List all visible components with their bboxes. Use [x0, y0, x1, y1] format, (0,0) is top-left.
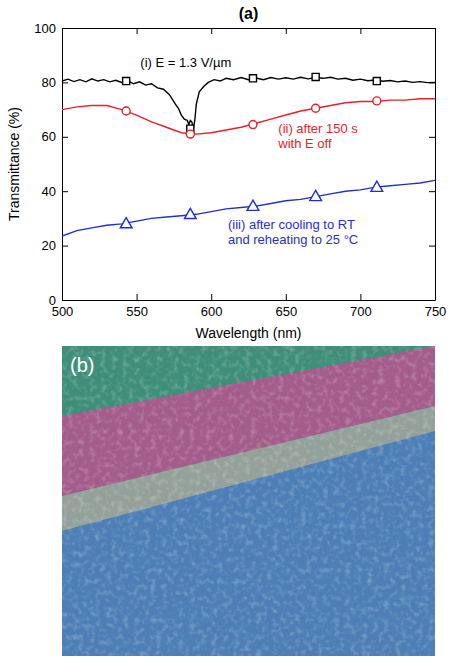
axis-line	[62, 29, 63, 301]
tick-label: 80	[42, 75, 56, 90]
tick-mark	[429, 191, 435, 192]
tick-mark	[62, 191, 68, 192]
tick: 60	[42, 129, 68, 144]
marker	[186, 130, 194, 138]
tick-label: 650	[275, 304, 297, 319]
tick-label: 0	[49, 293, 56, 308]
tick-mark	[62, 246, 68, 247]
marker	[184, 208, 196, 218]
tick-mark	[429, 300, 435, 301]
image-panel: (b)	[62, 346, 435, 656]
series-label: and reheating to 25 °C	[228, 232, 358, 247]
axis-line	[63, 300, 436, 301]
x-axis-top	[63, 28, 436, 34]
tick-mark	[62, 82, 68, 83]
tick	[211, 28, 212, 34]
marker	[373, 97, 381, 105]
tick	[360, 28, 361, 34]
tick-mark	[360, 28, 361, 34]
tick: 550	[126, 294, 148, 319]
series-label: (i) E = 1.3 V/µm	[140, 55, 231, 70]
tick-label: 550	[126, 304, 148, 319]
tick-mark	[137, 28, 138, 34]
tick	[429, 191, 435, 192]
tick	[286, 28, 287, 34]
tick-label: 600	[201, 304, 223, 319]
marker	[312, 73, 319, 80]
axis-line	[435, 29, 436, 301]
series-line	[62, 77, 435, 128]
image-texture	[62, 346, 435, 656]
tick-mark	[62, 137, 68, 138]
tick-mark	[137, 294, 138, 300]
marker	[122, 107, 130, 115]
tick: 0	[49, 293, 68, 308]
marker	[310, 190, 322, 200]
tick: 700	[350, 294, 372, 319]
marker	[247, 200, 259, 210]
axis-line	[63, 28, 436, 29]
y-axis-right	[429, 29, 436, 301]
tick-mark	[62, 300, 68, 301]
tick-mark	[211, 28, 212, 34]
tick	[429, 137, 435, 138]
marker	[120, 218, 132, 228]
y-axis: 0 20 40 60 80 100	[34, 21, 68, 308]
tick-label: 750	[425, 304, 447, 319]
tick: 40	[42, 184, 68, 199]
tick: 20	[42, 238, 68, 253]
x-axis: 500550600650700750	[52, 294, 447, 319]
series-label: (iii) after cooling to RT	[228, 217, 355, 232]
marker	[249, 121, 257, 129]
marker	[312, 104, 320, 112]
tick-label: 20	[42, 238, 56, 253]
tick-mark	[360, 294, 361, 300]
figure: (a)500550600650700750020406080100Wavelen…	[0, 0, 449, 660]
tick-mark	[286, 294, 287, 300]
tick-label: 40	[42, 184, 56, 199]
annotations: (i) E = 1.3 V/µm (ii) after 150 swith E o…	[140, 55, 358, 247]
tick-label: 700	[350, 304, 372, 319]
series-label: (ii) after 150 s	[278, 121, 358, 136]
marker	[371, 181, 383, 191]
tick: 650	[275, 294, 297, 319]
series-line	[62, 180, 435, 236]
tick-mark	[429, 28, 435, 29]
tick: 600	[201, 294, 223, 319]
tick-mark	[429, 246, 435, 247]
tick-mark	[429, 137, 435, 138]
panel-label: (b)	[70, 354, 94, 376]
tick-label: 60	[42, 129, 56, 144]
tick: 80	[42, 75, 68, 90]
tick	[429, 300, 435, 301]
x-axis-title: Wavelength (nm)	[195, 325, 301, 341]
image-background	[62, 346, 435, 656]
plot-area	[62, 73, 435, 236]
marker	[373, 78, 380, 85]
tick-mark	[211, 294, 212, 300]
tick	[137, 28, 138, 34]
marker	[123, 78, 130, 85]
series-label: with E off	[277, 136, 332, 151]
tick-mark	[62, 28, 68, 29]
tick-mark	[286, 28, 287, 34]
tick	[429, 246, 435, 247]
tick	[429, 28, 435, 29]
chart-title: (a)	[239, 5, 259, 22]
marker	[249, 75, 256, 82]
tick-label: 100	[34, 21, 56, 36]
tick: 100	[34, 21, 68, 36]
y-axis-title: Transmittance (%)	[6, 107, 22, 221]
